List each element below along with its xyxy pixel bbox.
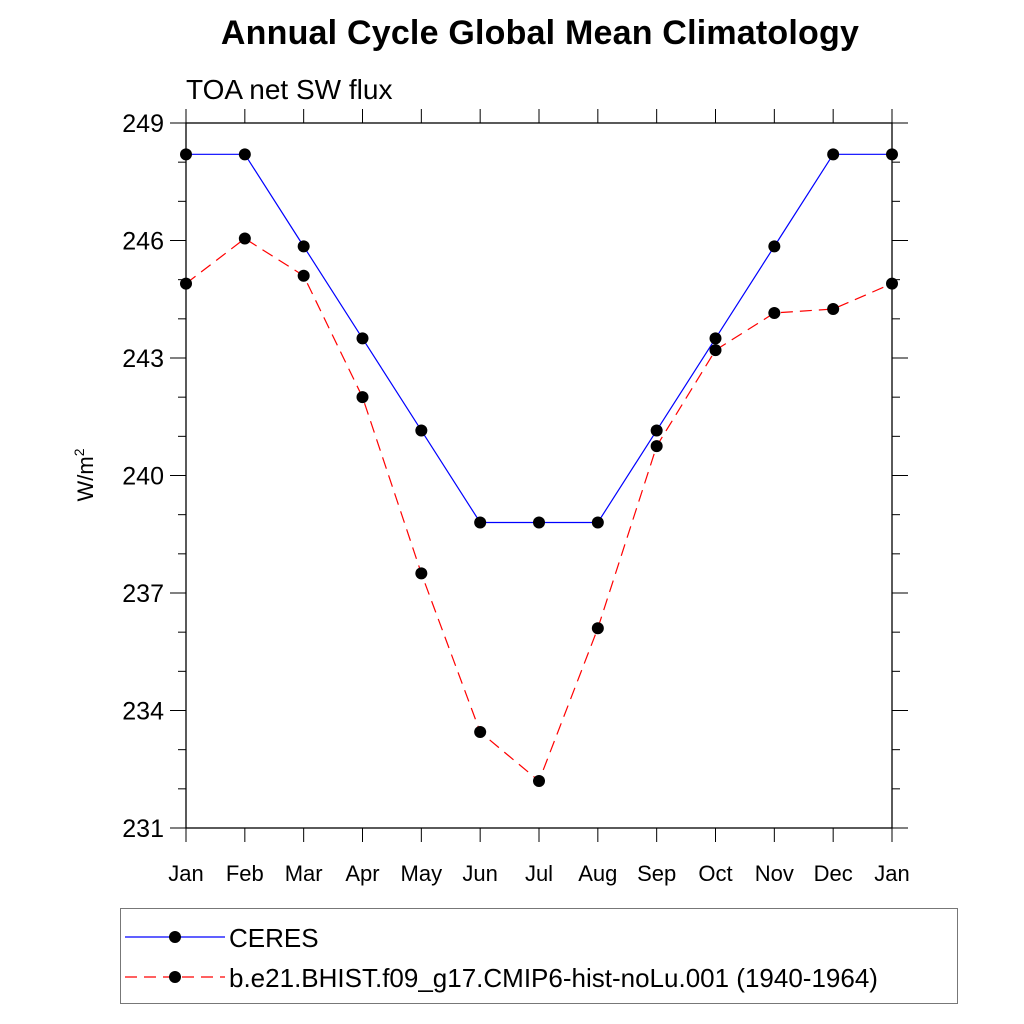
- y-tick-label: 237: [122, 580, 164, 608]
- x-tick-label: Mar: [285, 861, 323, 886]
- x-tick-label: May: [401, 861, 443, 886]
- data-point-series-0: [415, 424, 428, 437]
- legend-label-ceres: CERES: [229, 923, 319, 953]
- data-point-series-1: [180, 277, 192, 290]
- data-point-series-1: [591, 622, 604, 635]
- y-axis-label-base: W/m: [73, 456, 98, 501]
- data-point-series-1: [238, 232, 251, 245]
- legend: CERES b.e21.BHIST.f09_g17.CMIP6-hist-noL…: [120, 908, 958, 1004]
- legend-item-ceres: CERES: [121, 917, 957, 957]
- legend-item-model: b.e21.BHIST.f09_g17.CMIP6-hist-noLu.001 …: [121, 957, 957, 997]
- data-point-series-0: [768, 240, 781, 253]
- x-tick-label: Dec: [814, 861, 853, 886]
- x-tick-label: Jan: [168, 861, 203, 886]
- chart-title: Annual Cycle Global Mean Climatology: [220, 14, 860, 52]
- legend-swatch-model: [125, 971, 225, 983]
- data-point-series-1: [533, 775, 545, 787]
- y-tick-label: 246: [122, 228, 164, 256]
- data-point-series-1: [297, 269, 310, 282]
- data-point-series-1: [886, 277, 898, 290]
- data-point-series-1: [474, 726, 487, 739]
- data-point-series-0: [356, 332, 369, 345]
- x-tick-label: Sep: [637, 861, 676, 886]
- x-tick-label: Apr: [345, 861, 379, 886]
- data-point-series-0: [474, 516, 487, 529]
- chart-subtitle: TOA net SW flux: [186, 74, 392, 105]
- data-point-series-1: [768, 306, 781, 319]
- data-point-series-0: [650, 424, 663, 437]
- series-line-0: [186, 153, 892, 524]
- data-point-series-0: [533, 516, 545, 529]
- y-tick-label: 240: [122, 463, 164, 491]
- x-tick-label: Nov: [755, 861, 794, 886]
- x-tick-label: Oct: [698, 861, 732, 886]
- data-point-series-0: [297, 240, 310, 253]
- data-point-series-1: [650, 440, 663, 453]
- x-tick-label: Jul: [525, 861, 553, 886]
- y-axis-label: W/m2: [71, 448, 98, 501]
- data-point-series-1: [827, 303, 840, 316]
- data-point-series-0: [709, 332, 722, 345]
- data-point-series-0: [238, 148, 251, 161]
- series-layer: [180, 148, 898, 787]
- legend-swatch-ceres: [125, 931, 225, 943]
- data-point-series-0: [886, 148, 898, 161]
- data-point-series-1: [709, 344, 722, 357]
- series-line-1: [185, 237, 893, 782]
- data-point-series-0: [827, 148, 840, 161]
- y-tick-label: 249: [122, 110, 164, 138]
- axes: 231 234 237 240 243 246 249 Jan Feb Mar Apr May Jun J…: [122, 109, 910, 886]
- data-point-series-0: [591, 516, 604, 529]
- x-tick-label: Feb: [226, 861, 264, 886]
- y-axis-label-superscript: 2: [71, 448, 87, 456]
- legend-label-model: b.e21.BHIST.f09_g17.CMIP6-hist-noLu.001 …: [229, 963, 878, 993]
- y-tick-label: 243: [122, 345, 164, 373]
- data-point-series-1: [415, 567, 428, 580]
- x-tick-label: Jun: [462, 861, 497, 886]
- x-tick-label: Aug: [578, 861, 617, 886]
- x-tick-label: Jan: [874, 861, 909, 886]
- data-point-series-0: [180, 148, 192, 161]
- y-tick-label: 231: [122, 815, 164, 843]
- y-tick-label: 234: [122, 698, 164, 726]
- chart: TOA net SW flux 231 234 237 240 243 246 249 Jan…: [71, 74, 910, 886]
- data-point-series-1: [356, 391, 369, 404]
